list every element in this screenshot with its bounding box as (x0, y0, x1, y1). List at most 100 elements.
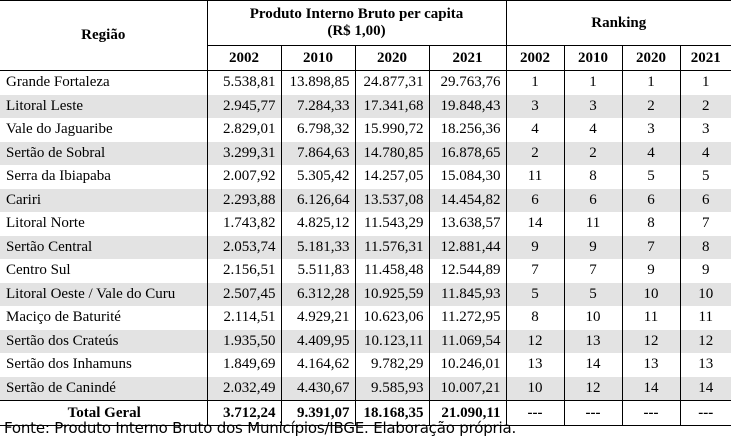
region-name-cell: Cariri (0, 188, 208, 212)
gdp-value-cell: 5.305,42 (281, 165, 356, 189)
rank-value-cell: 10 (564, 306, 623, 330)
rank-value-cell: 1 (622, 70, 681, 95)
gdp-value-cell: 2.053,74 (207, 235, 282, 259)
rank-value-cell: 14 (680, 376, 731, 401)
gdp-value-cell: 6.312,28 (281, 282, 356, 306)
region-name-cell: Sertão dos Crateús (0, 329, 208, 353)
table-row: Centro Sul 2.156,51 5.511,83 11.458,48 12.54… (0, 259, 731, 283)
rank-value-cell: 8 (622, 212, 681, 236)
total-gdp-cell: 21.090,11 (429, 400, 507, 426)
gdp-value-cell: 2.293,88 (207, 188, 282, 212)
rank-value-cell: 12 (622, 329, 681, 353)
rank-value-cell: 11 (622, 306, 681, 330)
rank-value-cell: 1 (564, 70, 623, 95)
total-row: Total Geral 3.712,24 9.391,07 18.168,35 21.0… (0, 400, 731, 426)
gdp-value-cell: 4.430,67 (281, 376, 356, 401)
gdp-header-text: Produto Interno Bruto per capita (R$ 1,0… (249, 6, 464, 39)
region-name-cell: Maciço de Baturité (0, 306, 208, 330)
header-row-1: Região Produto Interno Bruto per capita … (0, 0, 731, 71)
rank-value-cell: 12 (680, 329, 731, 353)
gdp-value-cell: 1.743,82 (207, 212, 282, 236)
gdp-value-cell: 4.164,62 (281, 353, 356, 377)
rank-value-cell: 10 (506, 376, 565, 401)
gdp-value-cell: 11.458,48 (355, 259, 430, 283)
region-name-cell: Sertão dos Inhamuns (0, 353, 208, 377)
table-row: Litoral Leste 2.945,77 7.284,33 17.341,68 19… (0, 94, 731, 118)
gdp-value-cell: 4.409,95 (281, 329, 356, 353)
gdp-value-cell: 10.246,01 (429, 353, 507, 377)
region-name-cell: Grande Fortaleza (0, 70, 208, 95)
total-gdp-cell: 18.168,35 (355, 400, 430, 426)
total-label-cell: Total Geral (0, 400, 208, 426)
gdp-value-cell: 10.623,06 (355, 306, 430, 330)
rank-value-cell: 9 (622, 259, 681, 283)
gdp-header: Produto Interno Bruto per capita (R$ 1,0… (207, 0, 507, 46)
table-row: Sertão de Canindé 2.032,49 4.430,67 9.585,9… (0, 376, 731, 401)
gdp-value-cell: 2.156,51 (207, 259, 282, 283)
rank-value-cell: 3 (702, 121, 710, 138)
gdp-value-cell: 14.257,05 (355, 165, 430, 189)
gdp-value-cell: 9.782,29 (355, 353, 430, 377)
rank-value-cell: 4 (564, 118, 623, 142)
gdp-value-cell: 11.272,95 (429, 306, 507, 330)
rank-value-cell: 7 (622, 235, 681, 259)
gdp-value-cell: 14.780,85 (355, 141, 430, 165)
gdp-value-cell: 2.114,51 (207, 306, 282, 330)
region-name-cell: Sertão de Sobral (0, 141, 208, 165)
rank-value-cell: 5 (622, 165, 681, 189)
rank-value-cell: 2 (564, 141, 623, 165)
rank-value-cell: 14 (622, 376, 681, 401)
gdp-value-cell: 5.511,83 (281, 259, 356, 283)
gdp-value-cell: 2.507,45 (207, 282, 282, 306)
table-row: Sertão de Sobral 3.299,31 7.864,63 14.780,8… (0, 141, 731, 165)
rank-value-cell: 6 (506, 188, 565, 212)
rank-value-cell: 13 (698, 356, 714, 373)
gdp-value-cell: 19.848,43 (429, 94, 507, 118)
table-row: Serra da Ibiapaba 2.007,92 5.305,42 14.257,… (0, 165, 731, 189)
rank-value-cell: 14 (506, 212, 565, 236)
gdp-table: Região Produto Interno Bruto per capita … (0, 0, 731, 426)
rank-year-2020: 2020 (622, 45, 681, 71)
gdp-value-cell: 15.990,72 (355, 118, 430, 142)
source-note: Fonte: Produto Interno Bruto dos Municíp… (4, 419, 517, 437)
rank-value-cell: 8 (564, 165, 623, 189)
gdp-value-cell: 10.007,21 (429, 376, 507, 401)
rank-value-cell: 2 (680, 94, 731, 118)
rank-value-cell: 5 (564, 282, 623, 306)
rank-value-cell: 13 (622, 353, 681, 377)
rank-value-cell: 11 (564, 212, 623, 236)
rank-value-cell: 13 (506, 353, 565, 377)
total-gdp-cell: 3.712,24 (207, 400, 282, 426)
rank-value-cell: 13 (564, 329, 623, 353)
gdp-value-cell: 10.925,59 (355, 282, 430, 306)
rank-value-cell: 12 (506, 329, 565, 353)
region-name-cell: Sertão de Canindé (0, 376, 208, 401)
gdp-value-cell: 16.878,65 (429, 141, 507, 165)
gdp-value-cell: 4.929,21 (281, 306, 356, 330)
total-rank-cell: --- (622, 400, 681, 426)
total-gdp-cell: 9.391,07 (281, 400, 356, 426)
rank-value-cell: 10 (622, 282, 681, 306)
rank-value-cell: 7 (506, 259, 565, 283)
rank-value-cell: 7 (702, 215, 710, 232)
rank-value-cell: 3 (622, 118, 681, 142)
rank-value-cell: 8 (680, 235, 731, 259)
region-name-cell: Serra da Ibiapaba (0, 165, 208, 189)
gdp-value-cell: 2.032,49 (207, 376, 282, 401)
table-row: Sertão dos Crateús 1.935,50 4.409,95 10.123… (0, 329, 731, 353)
table-body: Grande Fortaleza 5.538,81 13.898,85 24.877,… (0, 70, 731, 426)
gdp-value-cell: 11.845,93 (429, 282, 507, 306)
rank-value-cell: 6 (622, 188, 681, 212)
gdp-value-cell: 10.123,11 (355, 329, 430, 353)
region-name-cell: Litoral Norte (0, 212, 208, 236)
gdp-value-cell: 13.638,57 (429, 212, 507, 236)
table-row: Vale do Jaguaribe 2.829,01 6.798,32 15.990,… (0, 118, 731, 142)
gdp-value-cell: 29.763,76 (429, 70, 507, 95)
rank-value-cell: 1 (506, 70, 565, 95)
region-name-cell: Centro Sul (0, 259, 208, 283)
gdp-year-2021: 2021 (429, 45, 507, 71)
gdp-value-cell: 2.007,92 (207, 165, 282, 189)
gdp-value-cell: 24.877,31 (355, 70, 430, 95)
gdp-value-cell: 9.585,93 (355, 376, 430, 401)
rank-value-cell: 9 (702, 262, 710, 279)
